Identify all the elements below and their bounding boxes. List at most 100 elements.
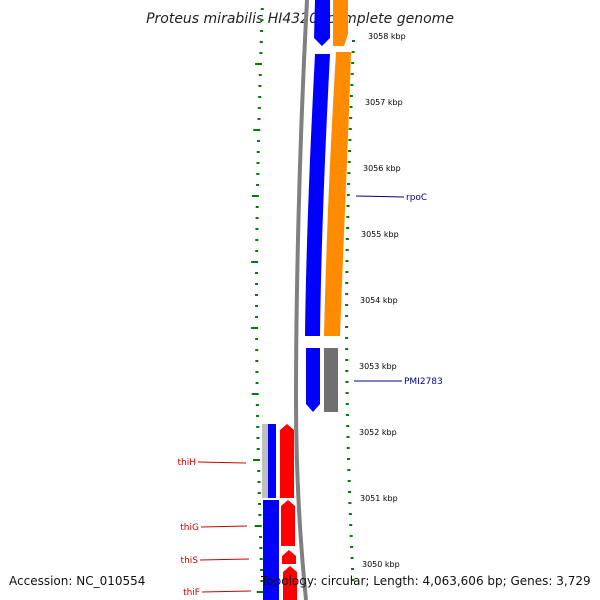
genome-backbone	[293, 0, 309, 600]
ruler-tick-label: 3058 kbp	[368, 32, 406, 41]
gc-mark	[256, 140, 260, 142]
ruler-mark	[350, 73, 354, 75]
gc-mark	[257, 118, 261, 120]
ruler-mark	[348, 502, 352, 504]
gc-mark	[255, 371, 259, 373]
cds-thiF	[283, 566, 297, 600]
gc-mark	[252, 459, 260, 461]
ruler-mark	[345, 315, 349, 317]
gc-mark	[253, 129, 261, 131]
feature-track	[262, 0, 351, 600]
gc-mark	[255, 316, 259, 318]
gc-mark	[255, 283, 259, 285]
ruler-mark	[349, 535, 353, 537]
gc-mark	[258, 96, 262, 98]
ruler-mark	[348, 139, 352, 141]
ruler-mark	[352, 40, 355, 42]
gc-mark	[256, 448, 260, 450]
gene-label-thiG[interactable]: thiG	[180, 523, 199, 533]
gc-mark	[254, 525, 262, 527]
cds-thiG	[281, 500, 295, 546]
gc-mark	[251, 261, 259, 263]
ruler-tick-label: 3051 kbp	[360, 494, 398, 503]
gene-label-leader	[201, 590, 252, 593]
gene-label-thiS[interactable]: thiS	[181, 556, 199, 566]
gc-mark	[256, 591, 264, 593]
gene-label-leader	[199, 558, 250, 561]
gene-label-leader	[355, 195, 405, 198]
gene-label-leader	[200, 525, 248, 528]
gc-mark	[257, 107, 261, 109]
ruler-mark	[345, 414, 349, 416]
gc-mark	[251, 327, 259, 329]
ruler-mark	[345, 337, 349, 339]
gc-mark	[255, 272, 259, 274]
ruler-mark	[348, 150, 352, 152]
gc-mark	[255, 250, 259, 252]
ruler-mark	[347, 183, 351, 185]
gc-mark	[260, 580, 264, 582]
ruler-tick-label: 3050 kbp	[362, 560, 400, 569]
backbone-line	[293, 0, 309, 600]
ruler-tick-label: 3054 kbp	[360, 296, 398, 305]
gene-label-thiF[interactable]: thiF	[183, 588, 200, 598]
gene-label-rpoC[interactable]: rpoC	[406, 193, 427, 203]
gene-label-thiH[interactable]: thiH	[177, 458, 196, 468]
gc-mark	[255, 206, 259, 208]
gc-mark	[255, 338, 259, 340]
ruler-mark	[347, 469, 351, 471]
gc-mark	[256, 173, 260, 175]
gc-mark	[258, 503, 262, 505]
ruler-mark	[345, 370, 349, 372]
ruler-tick-labels: 3058 kbp 3057 kbp 3056 kbp 3055 kbp 3054…	[359, 32, 406, 569]
gc-mark	[259, 547, 263, 549]
cds-reverse	[306, 348, 320, 412]
ruler-mark	[350, 557, 354, 559]
gc-mark	[257, 492, 261, 494]
gc-mark	[255, 305, 259, 307]
map-title: Proteus mirabilis HI4320, complete genom…	[146, 11, 454, 27]
gc-mark	[255, 382, 259, 384]
cds-thiH	[280, 424, 294, 498]
ruler-mark	[351, 51, 355, 53]
ruler-mark	[345, 271, 349, 273]
ruler-mark	[347, 458, 351, 460]
ruler-mark	[347, 172, 351, 174]
gc-mark	[260, 30, 264, 32]
gc-mark	[258, 74, 262, 76]
gene-label-PMI2783[interactable]: PMI2783	[404, 377, 443, 387]
gc-mark	[257, 481, 261, 483]
gc-mark	[260, 19, 264, 21]
gc-mark	[260, 569, 264, 571]
gc-mark	[255, 63, 263, 65]
cds-reverse	[263, 500, 279, 600]
gc-mark	[256, 162, 260, 164]
gene-labels: rpoC PMI2783 thiH thiG thiS thiF	[177, 193, 442, 598]
ruler-mark	[345, 304, 349, 306]
gc-mark	[256, 151, 260, 153]
ruler-mark	[348, 491, 352, 493]
ruler-mark	[346, 227, 350, 229]
ruler-mark	[351, 568, 355, 570]
ruler-mark	[345, 238, 349, 240]
ruler-tick-label: 3056 kbp	[363, 164, 401, 173]
ruler-mark	[350, 84, 354, 86]
gc-mark	[259, 536, 263, 538]
ruler-mark	[348, 128, 352, 130]
ruler-mark	[349, 95, 353, 97]
ruler-mark	[345, 403, 349, 405]
ruler-mark	[346, 447, 350, 449]
gc-mark	[255, 217, 259, 219]
ruler-mark	[346, 436, 350, 438]
feature-other	[324, 348, 338, 412]
ruler-mark	[346, 194, 350, 196]
ruler-mark	[349, 524, 353, 526]
ruler-mark	[345, 381, 349, 383]
cds-reverse	[305, 54, 330, 336]
ruler-mark	[347, 161, 351, 163]
ruler-mark	[345, 260, 349, 262]
ruler-mark	[348, 513, 352, 515]
gc-mark	[255, 294, 259, 296]
cds-reverse	[314, 0, 330, 46]
ruler-tick-label: 3055 kbp	[361, 230, 399, 239]
